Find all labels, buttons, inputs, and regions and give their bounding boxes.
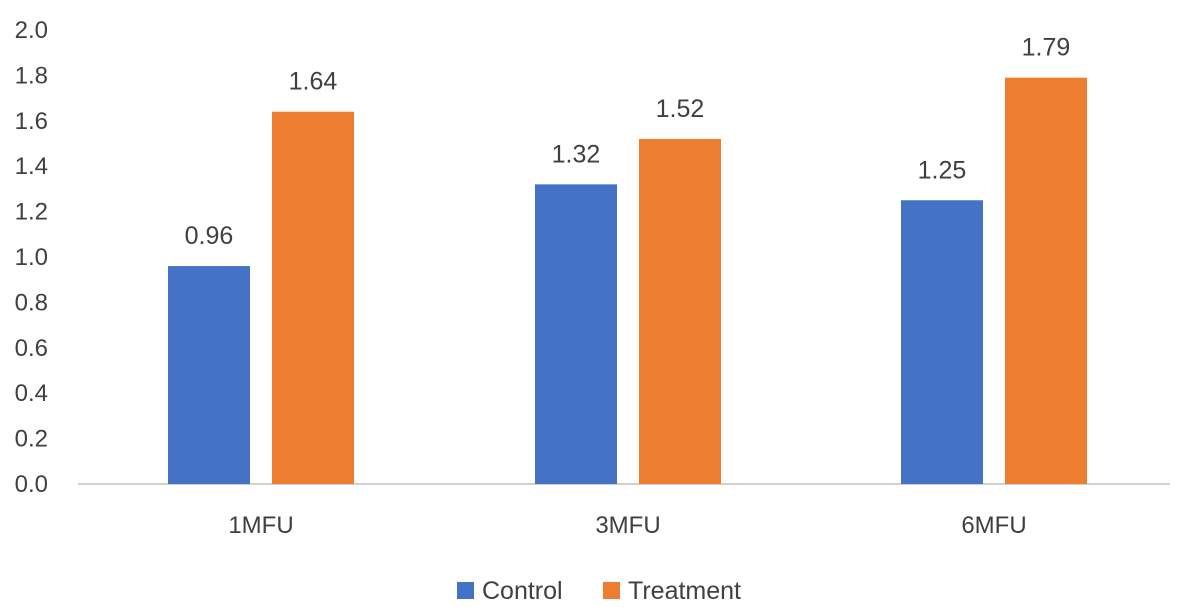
x-category-label: 1MFU (228, 512, 293, 539)
legend-item-treatment: Treatment (603, 577, 741, 605)
y-tick-label: 1.8 (15, 62, 48, 89)
data-label-treatment-6mfu: 1.79 (1022, 34, 1071, 62)
x-category-label: 3MFU (595, 512, 660, 539)
legend-swatch (603, 582, 620, 599)
y-tick-label: 0.0 (15, 471, 48, 498)
legend-label: Control (482, 577, 563, 605)
legend-label: Treatment (628, 577, 741, 605)
data-label-control-1mfu: 0.96 (185, 222, 234, 250)
legend: Control Treatment (457, 577, 741, 605)
data-label-treatment-3mfu: 1.52 (656, 95, 705, 123)
data-label-control-3mfu: 1.32 (552, 140, 601, 168)
y-tick-label: 1.6 (15, 108, 48, 135)
y-tick-label: 1.2 (15, 199, 48, 226)
y-tick-label: 0.6 (15, 335, 48, 362)
y-tick-label: 1.0 (15, 244, 48, 271)
bar-control-6mfu (901, 200, 983, 484)
bar-treatment-6mfu (1005, 77, 1087, 485)
data-labels: 0.96 1.64 1.32 1.52 1.25 1.79 (185, 34, 1071, 250)
y-tick-label: 0.4 (15, 380, 48, 407)
bar-control-3mfu (535, 184, 617, 485)
x-axis-categories: 1MFU 3MFU 6MFU (228, 512, 1026, 539)
bar-treatment-3mfu (639, 138, 721, 484)
bar-control-1mfu (168, 266, 250, 484)
y-tick-label: 1.4 (15, 153, 48, 180)
x-category-label: 6MFU (961, 512, 1026, 539)
data-label-treatment-1mfu: 1.64 (289, 68, 338, 96)
y-axis-ticks: 0.0 0.2 0.4 0.6 0.8 1.0 1.2 1.4 1.6 1.8 2.0 (15, 17, 48, 498)
bars (168, 77, 1087, 485)
legend-swatch (457, 582, 474, 599)
data-label-control-6mfu: 1.25 (918, 156, 967, 184)
legend-item-control: Control (457, 577, 563, 605)
y-tick-label: 2.0 (15, 17, 48, 44)
y-tick-label: 0.2 (15, 426, 48, 453)
y-tick-label: 0.8 (15, 289, 48, 316)
bar-treatment-1mfu (272, 111, 354, 484)
